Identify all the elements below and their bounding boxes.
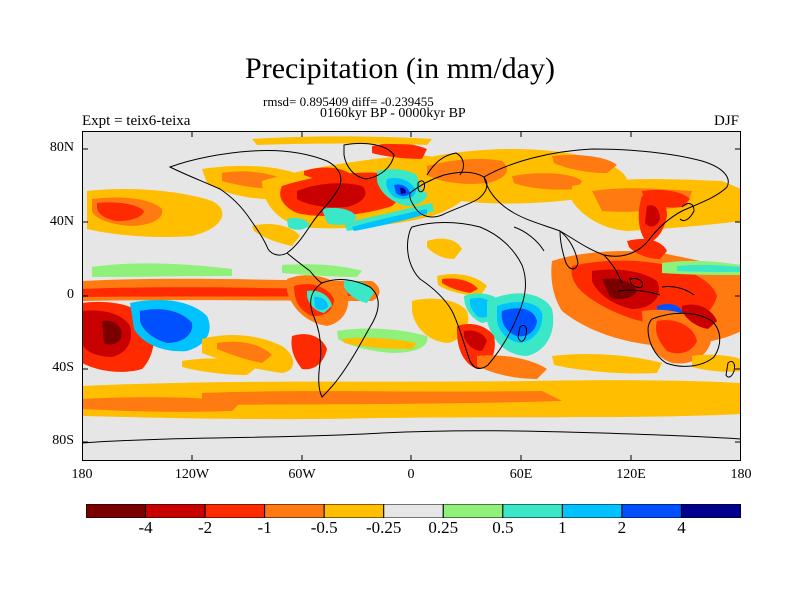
colorbar-label: -4 bbox=[138, 518, 153, 537]
colorbar-swatch bbox=[502, 504, 563, 518]
precipitation-map bbox=[82, 131, 741, 461]
experiment-label: Expt = teix6-teixa bbox=[82, 113, 191, 129]
colorbar-swatch bbox=[204, 504, 266, 518]
lon-label-180w: 180 bbox=[71, 467, 93, 482]
axis-ticks bbox=[82, 131, 741, 461]
colorbar-label: 1 bbox=[558, 518, 567, 537]
colorbar-swatch bbox=[442, 504, 504, 518]
lon-label-60w: 60W bbox=[288, 467, 316, 482]
lon-label-120e: 120E bbox=[616, 467, 646, 482]
period-text: 0160kyr BP - 0000kyr BP bbox=[320, 106, 466, 121]
lat-label-80s: 80S bbox=[52, 433, 74, 448]
colorbar-swatch bbox=[264, 504, 325, 518]
colorbar-label: -0.5 bbox=[310, 518, 338, 537]
colorbar-swatch bbox=[145, 504, 206, 518]
colorbar-label: -2 bbox=[197, 518, 213, 537]
season-label: DJF bbox=[713, 113, 739, 129]
stats-text: rmsd= 0.895409 diff= -0.239455 bbox=[263, 94, 434, 109]
colorbar-label: 0.5 bbox=[492, 518, 514, 537]
colorbar-swatch bbox=[680, 504, 741, 518]
lat-label-80n: 80N bbox=[49, 140, 74, 155]
colorbar-label: 0.25 bbox=[428, 518, 459, 537]
colorbar-label: -1 bbox=[257, 518, 272, 537]
colorbar-swatch bbox=[323, 504, 385, 518]
lon-label-0: 0 bbox=[407, 467, 415, 482]
lat-label-40n: 40N bbox=[49, 214, 74, 229]
colorbar-swatch bbox=[86, 504, 147, 518]
lon-label-60e: 60E bbox=[509, 467, 533, 482]
precip-anomaly-fields bbox=[82, 136, 741, 420]
lon-label-180e: 180 bbox=[730, 467, 752, 482]
colorbar-label: -0.25 bbox=[366, 518, 402, 537]
colorbar-swatch bbox=[383, 504, 444, 518]
lat-label-0: 0 bbox=[67, 287, 74, 302]
colorbar-label: 4 bbox=[677, 518, 686, 537]
colorbar-swatch bbox=[621, 504, 682, 518]
colorbar bbox=[86, 504, 741, 518]
coastlines bbox=[82, 142, 741, 444]
plot-title: Precipitation (in mm/day) bbox=[245, 52, 555, 85]
lon-label-120w: 120W bbox=[174, 467, 210, 482]
colorbar-swatch bbox=[561, 504, 623, 518]
lat-label-40s: 40S bbox=[52, 360, 74, 375]
colorbar-label: 2 bbox=[617, 518, 627, 537]
